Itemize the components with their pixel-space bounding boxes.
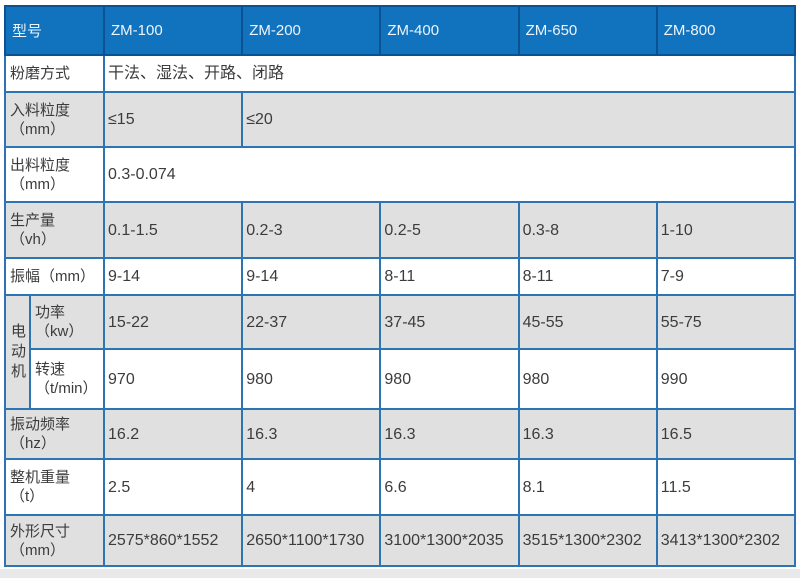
dimensions-label: 外形尺寸 （mm） (3, 514, 106, 567)
dimensions-zm400: 3100*1300*2035 (379, 514, 520, 567)
grinding-method-value: 干法、湿法、开路、闭路 (103, 54, 796, 93)
speed-zm400: 980 (379, 348, 520, 410)
frequency-zm400: 16.3 (379, 408, 520, 460)
dimensions-unit: （mm） (10, 541, 65, 559)
weight-zm400: 6.6 (379, 458, 520, 516)
power-zm650: 45-55 (517, 294, 658, 350)
frequency-zm650: 16.3 (517, 408, 658, 460)
amplitude-zm100: 9-14 (103, 257, 244, 296)
capacity-label: 生产量 （vh） (3, 201, 106, 259)
page-background-strip (0, 569, 800, 578)
motor-speed-label: 转速 （t/min） (28, 348, 106, 410)
capacity-zm200: 0.2-3 (241, 201, 382, 259)
row-feed-size: 入料粒度 （mm） ≤15 ≤20 (3, 91, 796, 148)
motor-power-unit: （kw） (35, 323, 84, 340)
weight-zm800: 11.5 (655, 458, 797, 516)
capacity-unit: （vh） (10, 231, 56, 248)
feed-size-label: 入料粒度 （mm） (3, 91, 106, 148)
header-row: 型号 ZM-100 ZM-200 ZM-400 ZM-650 ZM-800 (3, 5, 797, 56)
weight-unit: （t） (10, 488, 45, 505)
speed-zm650: 980 (517, 348, 658, 410)
header-model-zm200: ZM-200 (241, 5, 382, 56)
capacity-zm650: 0.3-8 (517, 201, 658, 259)
dimensions-zm650: 3515*1300*2302 (517, 514, 658, 567)
amplitude-zm400: 8-11 (379, 257, 520, 296)
dimensions-zm200: 2650*1100*1730 (241, 514, 382, 567)
header-model-zm650: ZM-650 (517, 5, 658, 56)
dimensions-zm100: 2575*860*1552 (103, 514, 244, 567)
motor-group-label: 电动机 (4, 294, 31, 410)
weight-zm100: 2.5 (103, 458, 244, 516)
capacity-zm800: 1-10 (655, 201, 797, 259)
row-motor-speed: 转速 （t/min） 970 980 980 980 990 (5, 348, 797, 410)
dimensions-zm800: 3413*1300*2302 (655, 514, 797, 567)
amplitude-label: 振幅（mm） (3, 257, 106, 296)
motor-power-label: 功率 （kw） (28, 294, 106, 350)
frequency-unit: （hz） (10, 435, 56, 452)
power-zm800: 55-75 (655, 294, 797, 350)
output-size-value: 0.3-0.074 (103, 146, 796, 203)
output-size-unit: （mm） (10, 175, 65, 193)
power-zm400: 37-45 (379, 294, 520, 350)
motor-speed-unit: （t/min） (35, 380, 98, 397)
row-motor-power: 电动机 功率 （kw） 15-22 22-37 37-45 45-55 55-75 (4, 294, 797, 410)
power-zm100: 15-22 (103, 294, 244, 350)
weight-zm650: 8.1 (517, 458, 658, 516)
speed-zm800: 990 (655, 348, 797, 410)
power-zm200: 22-37 (241, 294, 382, 350)
frequency-zm800: 16.5 (655, 408, 797, 460)
header-model-label: 型号 (3, 5, 106, 56)
capacity-zm100: 0.1-1.5 (103, 201, 244, 259)
amplitude-zm800: 7-9 (655, 257, 797, 296)
frequency-zm100: 16.2 (103, 408, 244, 460)
row-amplitude: 振幅（mm） 9-14 9-14 8-11 8-11 7-9 (3, 257, 797, 296)
capacity-zm400: 0.2-5 (379, 201, 520, 259)
amplitude-zm650: 8-11 (517, 257, 658, 296)
feed-size-unit: （mm） (10, 120, 65, 138)
row-frequency: 振动频率 （hz） 16.2 16.3 16.3 16.3 16.5 (3, 408, 797, 460)
row-output-size: 出料粒度 （mm） 0.3-0.074 (3, 146, 796, 203)
weight-label: 整机重量 （t） (3, 458, 106, 516)
output-size-label: 出料粒度 （mm） (3, 146, 106, 203)
header-model-zm100: ZM-100 (103, 5, 244, 56)
weight-zm200: 4 (241, 458, 382, 516)
row-weight: 整机重量 （t） 2.5 4 6.6 8.1 11.5 (3, 458, 797, 516)
speed-zm100: 970 (103, 348, 244, 410)
amplitude-zm200: 9-14 (241, 257, 382, 296)
row-dimensions: 外形尺寸 （mm） 2575*860*1552 2650*1100*1730 31… (3, 514, 797, 567)
feed-size-others: ≤20 (241, 91, 796, 148)
row-grinding-method: 粉磨方式 干法、湿法、开路、闭路 (3, 54, 796, 93)
header-model-zm400: ZM-400 (379, 5, 520, 56)
spec-table: 型号 ZM-100 ZM-200 ZM-400 ZM-650 ZM-800 粉磨… (3, 5, 797, 567)
row-capacity: 生产量 （vh） 0.1-1.5 0.2-3 0.2-5 0.3-8 1-10 (3, 201, 797, 259)
feed-size-zm100: ≤15 (103, 91, 244, 148)
header-model-zm800: ZM-800 (655, 5, 797, 56)
frequency-zm200: 16.3 (241, 408, 382, 460)
grinding-method-label: 粉磨方式 (3, 54, 106, 93)
speed-zm200: 980 (241, 348, 382, 410)
frequency-label: 振动频率 （hz） (3, 408, 106, 460)
